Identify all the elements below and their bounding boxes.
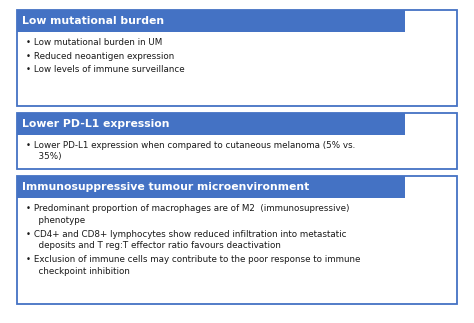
- Text: • Predominant proportion of macrophages are of M2  (immunosupressive): • Predominant proportion of macrophages …: [26, 204, 349, 213]
- Bar: [17, 113, 457, 169]
- Text: • Reduced neoantigen expression: • Reduced neoantigen expression: [26, 52, 174, 61]
- Bar: [17, 10, 457, 106]
- Text: deposits and T reg:T effector ratio favours deactivation: deposits and T reg:T effector ratio favo…: [33, 241, 281, 250]
- Text: • Lower PD-L1 expression when compared to cutaneous melanoma (5% vs.: • Lower PD-L1 expression when compared t…: [26, 141, 355, 150]
- Text: • Exclusion of immune cells may contribute to the poor response to immune: • Exclusion of immune cells may contribu…: [26, 255, 360, 264]
- Text: Lower PD-L1 expression: Lower PD-L1 expression: [22, 119, 170, 129]
- Bar: [17, 113, 404, 135]
- Text: phenotype: phenotype: [33, 216, 85, 225]
- Bar: [17, 176, 404, 198]
- Text: • CD4+ and CD8+ lymphocytes show reduced infiltration into metastatic: • CD4+ and CD8+ lymphocytes show reduced…: [26, 230, 346, 238]
- Text: • Low mutational burden in UM: • Low mutational burden in UM: [26, 38, 162, 47]
- Text: checkpoint inhibition: checkpoint inhibition: [33, 267, 130, 276]
- Text: • Low levels of immune surveillance: • Low levels of immune surveillance: [26, 65, 185, 74]
- Text: Immunosuppressive tumour microenvironment: Immunosuppressive tumour microenvironmen…: [22, 182, 310, 192]
- Text: 35%): 35%): [33, 152, 62, 161]
- Bar: [17, 10, 404, 32]
- Bar: [17, 176, 457, 304]
- Text: Low mutational burden: Low mutational burden: [22, 16, 164, 26]
